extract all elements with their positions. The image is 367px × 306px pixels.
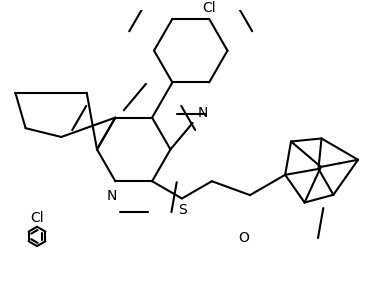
Text: O: O [238, 231, 249, 245]
Text: N: N [197, 106, 208, 120]
Text: S: S [179, 203, 187, 217]
Text: Cl: Cl [202, 1, 216, 15]
Text: N: N [106, 189, 117, 203]
Text: Cl: Cl [30, 211, 44, 225]
